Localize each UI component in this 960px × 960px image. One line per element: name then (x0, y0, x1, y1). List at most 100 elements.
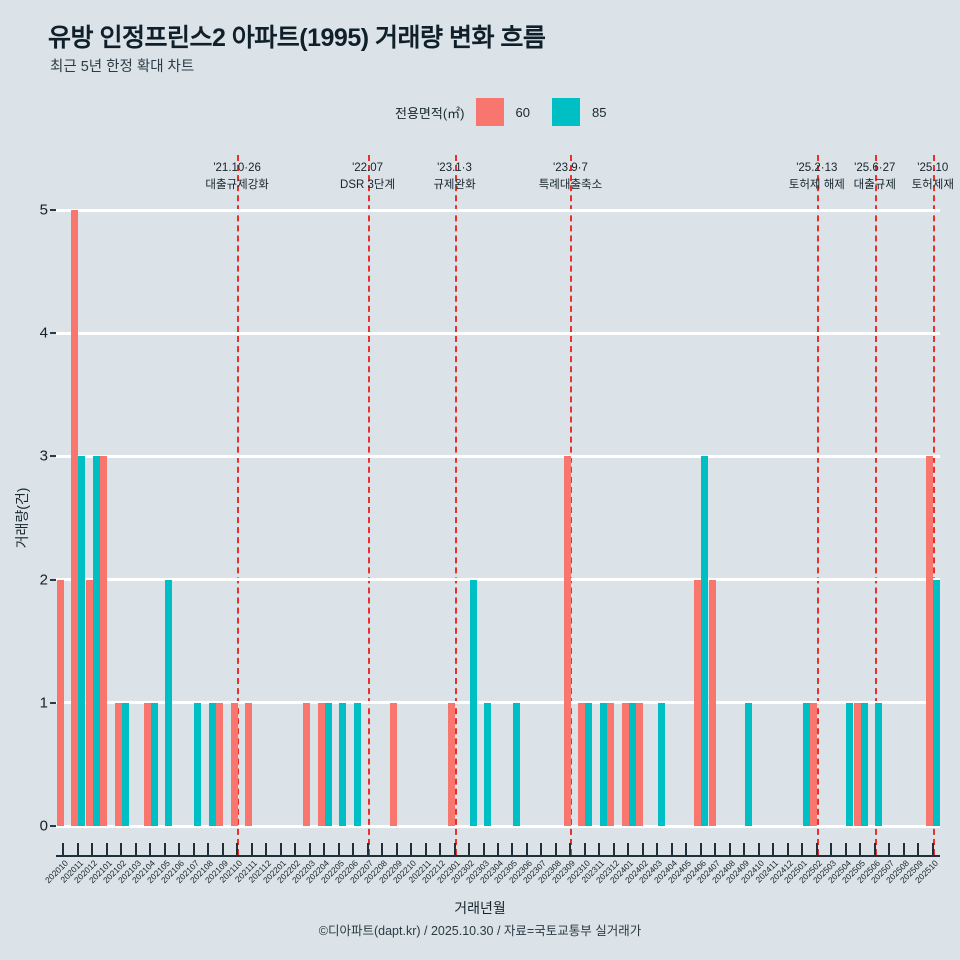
bar[interactable] (121, 702, 129, 826)
x-tick-mark (728, 843, 731, 855)
bar[interactable] (353, 702, 361, 826)
bar[interactable] (657, 702, 665, 826)
x-tick-mark (670, 843, 673, 855)
bar[interactable] (317, 702, 325, 826)
y-tick-mark (50, 825, 56, 827)
bar[interactable] (621, 702, 629, 826)
bar[interactable] (701, 456, 709, 826)
bar[interactable] (926, 456, 934, 826)
bar[interactable] (860, 702, 868, 826)
y-tick-label: 3 (39, 447, 48, 465)
x-tick-mark (714, 843, 717, 855)
bar[interactable] (578, 702, 586, 826)
bar[interactable] (390, 702, 398, 826)
bar[interactable] (846, 702, 854, 826)
x-tick-mark (583, 843, 586, 855)
bar[interactable] (78, 456, 86, 826)
y-tick-mark (50, 332, 56, 335)
event-line (874, 155, 877, 855)
x-tick-mark (743, 843, 746, 855)
x-tick-mark (917, 843, 920, 855)
bar[interactable] (303, 702, 311, 826)
x-tick-mark (641, 843, 644, 855)
x-tick-mark (525, 843, 528, 855)
x-tick-mark (830, 843, 833, 855)
bar[interactable] (216, 702, 224, 826)
bar[interactable] (744, 702, 752, 826)
x-tick-mark (453, 843, 456, 855)
event-name: 토허제 해제 (788, 179, 845, 191)
event-date: '25.10 (917, 162, 949, 174)
x-tick-mark (323, 843, 326, 855)
plot-area (56, 208, 941, 828)
x-tick-mark (685, 843, 688, 855)
x-tick-mark (772, 843, 775, 855)
x-tick-mark (931, 843, 934, 855)
x-tick-mark (149, 843, 152, 855)
bar[interactable] (114, 702, 122, 826)
bar[interactable] (802, 702, 810, 826)
gridline (56, 454, 940, 458)
y-tick-label: 4 (39, 324, 48, 342)
x-tick-mark (62, 843, 65, 855)
bar[interactable] (324, 702, 332, 826)
bar[interactable] (810, 702, 818, 826)
bar[interactable] (92, 456, 100, 826)
bar[interactable] (512, 702, 520, 826)
x-tick-mark (192, 843, 195, 855)
event-label: '25.10 토허제재 (912, 160, 954, 194)
x-tick-mark (844, 843, 847, 855)
bar[interactable] (245, 702, 253, 826)
event-name: 특례대출축소 (538, 179, 603, 191)
x-tick-mark (815, 843, 818, 855)
bar[interactable] (694, 579, 702, 826)
bar[interactable] (150, 702, 158, 826)
bar[interactable] (628, 702, 636, 826)
bar[interactable] (585, 702, 593, 826)
event-line (367, 155, 370, 855)
event-date: '22.07 (352, 162, 384, 174)
x-tick-mark (439, 843, 442, 855)
event-name: 대출규제 (853, 179, 896, 191)
bar[interactable] (933, 579, 941, 826)
x-tick-mark (366, 843, 369, 855)
bar[interactable] (875, 702, 883, 826)
bar[interactable] (607, 702, 615, 826)
x-tick-mark (178, 843, 181, 855)
bar[interactable] (100, 456, 108, 826)
bar[interactable] (448, 702, 456, 826)
bar[interactable] (71, 210, 79, 826)
x-tick-mark (337, 843, 340, 855)
bar[interactable] (563, 456, 571, 826)
y-tick-label: 1 (39, 694, 48, 712)
x-tick-mark (308, 843, 311, 855)
bar[interactable] (56, 579, 64, 826)
x-tick-mark (134, 843, 137, 855)
bar[interactable] (708, 579, 716, 826)
bar[interactable] (165, 579, 173, 826)
bar[interactable] (85, 579, 93, 826)
x-tick-mark (91, 843, 94, 855)
event-date: '21.10·26 (213, 162, 261, 174)
x-tick-mark (250, 843, 253, 855)
bar[interactable] (484, 702, 491, 826)
legend-swatch-60[interactable] (475, 98, 504, 126)
bar[interactable] (469, 579, 477, 826)
bar[interactable] (230, 702, 238, 826)
event-date: '23.9·7 (553, 162, 588, 174)
bar[interactable] (208, 702, 216, 826)
x-tick-mark (801, 843, 804, 855)
bar[interactable] (194, 702, 202, 826)
bar[interactable] (339, 702, 347, 826)
x-tick-mark (627, 843, 630, 855)
legend: 전용면적(㎡) 60 85 (395, 97, 606, 127)
legend-swatch-85[interactable] (551, 98, 580, 126)
x-tick-mark (294, 843, 297, 855)
page-title: 유방 인정프린스2 아파트(1995) 거래량 변화 흐름 (48, 24, 546, 52)
bar[interactable] (853, 702, 861, 826)
y-tick-mark (50, 455, 56, 458)
x-tick-mark (699, 843, 702, 855)
bar[interactable] (636, 702, 644, 826)
bar[interactable] (143, 702, 151, 826)
bar[interactable] (599, 702, 607, 826)
